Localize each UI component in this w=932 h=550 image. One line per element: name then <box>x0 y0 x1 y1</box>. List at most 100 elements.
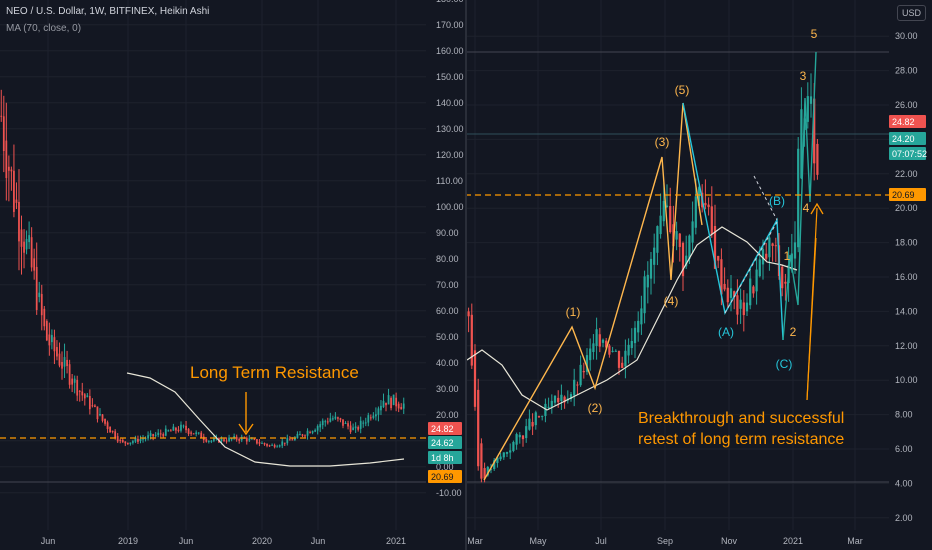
left-candle <box>380 405 382 411</box>
left-candle <box>220 438 223 442</box>
left-candle <box>157 432 160 436</box>
left-countdown-tag-bg <box>428 451 462 464</box>
right-candle <box>502 452 505 458</box>
right-candle <box>573 379 576 396</box>
right-x-tick-label: Nov <box>721 536 738 546</box>
left-x-tick-label: 2019 <box>118 536 138 546</box>
left-candle <box>109 426 111 433</box>
left-candle <box>0 115 3 117</box>
right-candle <box>771 243 774 246</box>
left-candle <box>347 423 349 427</box>
left-candle <box>253 438 256 440</box>
left-x-tick-label: 2020 <box>252 536 272 546</box>
right-candle <box>781 266 784 289</box>
left-candle <box>111 430 114 432</box>
left-candle <box>233 436 236 439</box>
left-price-tag-last: 24.82 <box>431 424 454 434</box>
right-candle <box>544 403 547 416</box>
right-candle <box>563 396 566 403</box>
right-candle <box>758 259 761 277</box>
right-y-tick-label: 26.00 <box>895 100 918 110</box>
left-candle <box>76 379 79 396</box>
left-candle <box>88 395 91 410</box>
right-candle <box>557 397 560 403</box>
right-wave-label: (2) <box>588 401 603 415</box>
right-candle <box>486 466 489 476</box>
left-candle <box>311 431 314 433</box>
right-candle <box>595 329 598 346</box>
right-y-tick-label: 4.00 <box>895 478 913 488</box>
left-candle <box>268 445 271 447</box>
left-candle <box>382 400 385 408</box>
right-chart-pane[interactable]: 30.0028.0026.0024.0022.0020.0018.0016.00… <box>467 0 932 550</box>
left-candle <box>132 441 134 443</box>
left-y-tick-label: 60.00 <box>436 306 459 316</box>
left-candle <box>339 418 342 420</box>
right-candle <box>662 200 665 222</box>
left-y-tick-label: 70.00 <box>436 280 459 290</box>
right-candle <box>640 308 643 325</box>
right-candle <box>742 302 745 316</box>
left-candle <box>162 433 165 437</box>
left-candle <box>147 435 149 439</box>
right-annotation-arrow-shaft2 <box>806 207 818 401</box>
right-wave-label: (4) <box>664 294 679 308</box>
pane-divider[interactable] <box>465 0 467 550</box>
left-chart-pane[interactable]: 180.00 170.00 160.00 150.00 140.00 130.00 120.… <box>0 0 465 550</box>
left-candle <box>38 292 41 298</box>
right-candle <box>470 314 473 366</box>
right-candle <box>541 415 544 417</box>
left-candle <box>164 428 167 436</box>
right-price-tag-last: 24.82 <box>892 117 915 127</box>
left-candle <box>30 237 33 268</box>
left-annotation-arrow-head <box>238 423 254 436</box>
right-x-tick-label: 2021 <box>783 536 803 546</box>
left-chart[interactable]: 180.00 170.00 160.00 150.00 140.00 130.00 120.… <box>0 0 465 550</box>
left-y-tick-label: 130.00 <box>436 124 464 134</box>
left-candle <box>119 439 122 441</box>
left-candle <box>316 426 319 431</box>
right-candle <box>493 460 496 470</box>
left-candle <box>144 438 147 440</box>
left-y-tick-label: 90.00 <box>436 228 459 238</box>
left-candle <box>56 347 58 357</box>
left-candle <box>134 437 137 442</box>
right-candle <box>755 269 758 292</box>
left-candle <box>185 425 187 431</box>
left-candle <box>225 440 228 442</box>
right-candle <box>653 247 656 265</box>
left-candle <box>78 390 81 392</box>
right-y-tick-label: 14.00 <box>895 306 918 316</box>
left-candle <box>192 433 195 435</box>
left-candle <box>190 432 192 434</box>
right-x-tick-label: Mar <box>847 536 863 546</box>
right-candle <box>515 434 518 445</box>
right-candle <box>509 450 512 453</box>
right-candle <box>691 221 694 243</box>
right-subwave-line <box>782 51 817 341</box>
left-candle <box>152 434 155 437</box>
right-wave-label: (1) <box>566 305 581 319</box>
left-candle <box>169 430 172 432</box>
left-candle <box>288 439 291 441</box>
right-candle <box>477 389 480 467</box>
left-candle <box>337 417 339 419</box>
right-candle <box>633 327 637 344</box>
left-candle <box>258 442 261 444</box>
right-wave-label: (5) <box>675 83 690 97</box>
right-chart[interactable]: 30.0028.0026.0024.0022.0020.0018.0016.00… <box>467 0 932 550</box>
left-candle <box>10 169 13 172</box>
left-candle <box>124 441 127 444</box>
right-candle <box>800 109 803 179</box>
left-candle <box>121 439 124 443</box>
right-candle <box>649 258 653 279</box>
right-candle <box>643 276 646 314</box>
left-candle <box>395 397 398 407</box>
left-candle <box>137 438 139 442</box>
left-y-tick-label: 160.00 <box>436 46 464 56</box>
left-candle <box>154 434 157 436</box>
left-y-tick-label: 80.00 <box>436 254 459 264</box>
left-candle <box>114 431 117 439</box>
left-candle <box>397 403 400 409</box>
right-currency-button[interactable]: USD <box>896 5 926 21</box>
